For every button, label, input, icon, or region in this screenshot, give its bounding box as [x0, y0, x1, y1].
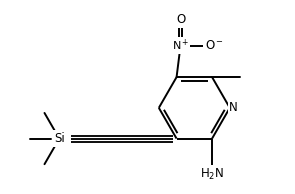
Text: O: O: [176, 13, 185, 26]
Text: N: N: [230, 101, 238, 114]
Text: O$^-$: O$^-$: [204, 39, 224, 52]
Text: Si: Si: [54, 132, 65, 145]
Text: N$^+$: N$^+$: [172, 38, 189, 53]
Text: H$_2$N: H$_2$N: [200, 166, 224, 182]
